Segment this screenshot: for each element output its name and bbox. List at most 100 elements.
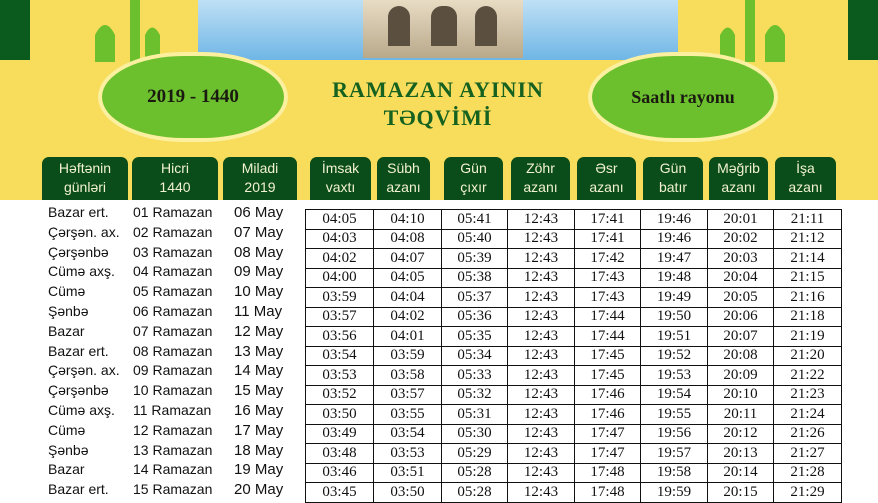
time-cell: 20:13 bbox=[707, 443, 774, 464]
weekday: Çərşən. ax. bbox=[48, 223, 120, 240]
time-cell: 20:04 bbox=[707, 267, 774, 288]
weekday: Cümə axş. bbox=[48, 263, 115, 280]
time-cell: 19:46 bbox=[640, 228, 708, 249]
column-header-line: Zöhr bbox=[526, 160, 555, 176]
time-cell: 19:51 bbox=[640, 326, 708, 347]
gregorian-date: 19 May bbox=[234, 461, 284, 479]
time-cell: 04:01 bbox=[373, 326, 442, 347]
time-cell: 03:53 bbox=[373, 443, 442, 464]
gregorian-date: 14 May bbox=[234, 362, 284, 380]
time-cell: 21:15 bbox=[773, 267, 842, 288]
column-header: Həftənin günləri bbox=[42, 157, 128, 200]
gregorian-date: 09 May bbox=[234, 263, 284, 281]
time-cell: 03:54 bbox=[373, 423, 442, 444]
time-cell: 12:43 bbox=[507, 462, 575, 483]
table-row: 03:59 04:04 05:37 12:43 17:43 19:49 20:05 21:16 bbox=[305, 287, 842, 308]
weekday: Bazar ert. bbox=[48, 204, 109, 220]
column-header: Zöhr azanı bbox=[511, 157, 570, 200]
column-header: İmsak vaxtı bbox=[310, 157, 371, 200]
column-header: Miladi 2019 bbox=[223, 157, 297, 200]
time-cell: 19:53 bbox=[640, 365, 708, 386]
time-cell: 17:42 bbox=[574, 248, 641, 269]
weekday: Şənbə bbox=[48, 441, 89, 458]
column-header-line: 1440 bbox=[159, 179, 191, 195]
time-cell: 20:06 bbox=[707, 306, 774, 327]
column-header-line: Gün bbox=[659, 160, 687, 176]
time-cell: 21:28 bbox=[773, 462, 842, 483]
column-header-line: çıxır bbox=[460, 179, 487, 195]
time-cell: 12:43 bbox=[507, 287, 575, 308]
table-row: 03:50 03:55 05:31 12:43 17:46 19:55 20:11 21:24 bbox=[305, 404, 842, 425]
right-green-strip bbox=[848, 0, 878, 60]
time-cell: 12:43 bbox=[507, 345, 575, 366]
table-row: 03:56 04:01 05:35 12:43 17:44 19:51 20:07 21:19 bbox=[305, 326, 842, 347]
time-cell: 12:43 bbox=[507, 404, 575, 425]
hijri-date: 06 Ramazan bbox=[133, 303, 213, 319]
time-cell: 05:32 bbox=[441, 384, 508, 405]
page-title: RAMAZAN AYININ TƏQVİMİ bbox=[300, 76, 576, 132]
title-line-1: RAMAZAN AYININ bbox=[332, 77, 544, 102]
table-row: 03:53 03:58 05:33 12:43 17:45 19:53 20:09 21:22 bbox=[305, 365, 842, 386]
time-cell: 19:59 bbox=[640, 482, 708, 503]
time-cell: 20:14 bbox=[707, 462, 774, 483]
time-cell: 03:57 bbox=[305, 306, 374, 327]
column-header-line: azanı bbox=[386, 179, 421, 195]
time-cell: 04:05 bbox=[305, 209, 374, 230]
time-cell: 03:59 bbox=[373, 345, 442, 366]
time-cell: 12:43 bbox=[507, 306, 575, 327]
time-cell: 20:10 bbox=[707, 384, 774, 405]
weekday: Bazar bbox=[48, 461, 85, 478]
time-cell: 20:03 bbox=[707, 248, 774, 269]
time-cell: 20:05 bbox=[707, 287, 774, 308]
time-cell: 04:07 bbox=[373, 248, 442, 269]
time-cell: 17:44 bbox=[574, 326, 641, 347]
time-cell: 12:43 bbox=[507, 326, 575, 347]
time-cell: 03:50 bbox=[305, 404, 374, 425]
weekday: Bazar bbox=[48, 322, 85, 339]
hijri-date: 07 Ramazan bbox=[133, 322, 213, 339]
table-row: 03:46 03:51 05:28 12:43 17:48 19:58 20:14 21:28 bbox=[305, 462, 842, 483]
gregorian-date: 11 May bbox=[234, 303, 283, 320]
time-cell: 05:36 bbox=[441, 306, 508, 327]
column-header-line: 2019 bbox=[244, 179, 276, 195]
region-badge: Saatlı rayonu bbox=[588, 52, 778, 142]
time-cell: 19:52 bbox=[640, 345, 708, 366]
column-header-line: vaxtı bbox=[325, 179, 356, 195]
time-cell: 19:57 bbox=[640, 443, 708, 464]
time-cell: 03:53 bbox=[305, 365, 374, 386]
time-cell: 03:51 bbox=[373, 462, 442, 483]
time-cell: 04:03 bbox=[305, 228, 374, 249]
time-cell: 04:02 bbox=[373, 306, 442, 327]
time-cell: 17:46 bbox=[574, 384, 641, 405]
weekday: Cümə bbox=[48, 283, 86, 300]
table-row: 04:02 04:07 05:39 12:43 17:42 19:47 20:03 21:14 bbox=[305, 248, 842, 269]
time-cell: 21:11 bbox=[773, 209, 842, 230]
time-cell: 19:56 bbox=[640, 423, 708, 444]
time-cell: 05:34 bbox=[441, 345, 508, 366]
column-header-line: azanı bbox=[788, 179, 823, 195]
year-badge-text: 2019 - 1440 bbox=[147, 86, 239, 107]
time-cell: 21:23 bbox=[773, 384, 842, 405]
time-cell: 04:08 bbox=[373, 228, 442, 249]
weekday: Bazar ert. bbox=[48, 342, 109, 359]
time-cell: 20:12 bbox=[707, 423, 774, 444]
time-cell: 20:09 bbox=[707, 365, 774, 386]
gregorian-date: 17 May bbox=[234, 421, 284, 439]
time-cell: 17:45 bbox=[574, 345, 641, 366]
column-header-line: Əsr bbox=[595, 160, 618, 176]
hijri-date: 05 Ramazan bbox=[133, 283, 213, 300]
time-cell: 12:43 bbox=[507, 443, 575, 464]
time-cell: 04:00 bbox=[305, 267, 374, 288]
time-cell: 19:49 bbox=[640, 287, 708, 308]
column-header: Sübh azanı bbox=[377, 157, 430, 200]
weekday: Çərşənbə bbox=[48, 243, 109, 260]
time-cell: 17:48 bbox=[574, 482, 641, 503]
time-cell: 03:52 bbox=[305, 384, 374, 405]
year-badge: 2019 - 1440 bbox=[98, 52, 288, 142]
column-header-line: Miladi bbox=[241, 160, 279, 176]
time-cell: 05:29 bbox=[441, 443, 508, 464]
time-cell: 03:48 bbox=[305, 443, 374, 464]
time-cell: 04:02 bbox=[305, 248, 374, 269]
weekday: Bazar ert. bbox=[48, 481, 109, 498]
gregorian-date: 16 May bbox=[234, 402, 284, 419]
